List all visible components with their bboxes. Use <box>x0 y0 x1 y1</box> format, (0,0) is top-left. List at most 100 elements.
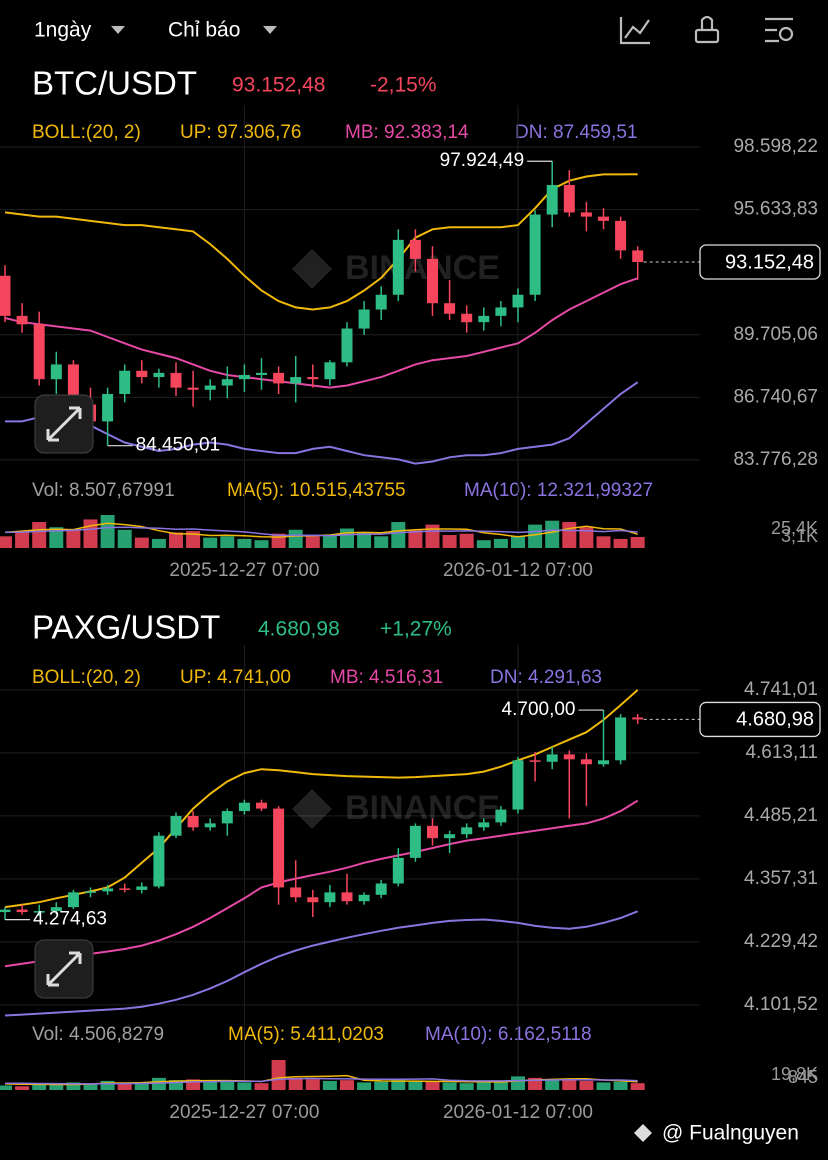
expand-button[interactable] <box>34 394 94 454</box>
volume-bar <box>254 540 269 548</box>
volume-bar <box>322 535 337 548</box>
band-line <box>4 910 639 1017</box>
candle-body <box>170 815 182 836</box>
volume-bar <box>425 1081 440 1090</box>
volume-bar <box>613 538 628 548</box>
settings-icon[interactable] <box>765 17 794 43</box>
indicator-selector[interactable]: Chỉ báo <box>168 19 240 42</box>
candle-body <box>375 883 387 895</box>
volume-bar <box>630 1083 645 1090</box>
candle-body <box>67 364 79 405</box>
y-tick-label: 4.741,01 <box>744 679 818 700</box>
candle-body <box>136 886 148 890</box>
volume-bar <box>49 1084 64 1090</box>
candle-body <box>290 887 302 898</box>
candle-body <box>563 754 575 760</box>
volume-bar <box>49 527 64 548</box>
volume-ma-legend: MA(5): 5.411,0203 <box>228 1024 384 1045</box>
candle-body <box>341 328 353 363</box>
candle-body <box>238 802 250 812</box>
watermark-logo <box>292 789 332 829</box>
volume-bar <box>134 537 149 548</box>
candle-body <box>529 760 541 762</box>
pair-title: BTC/USDT <box>32 65 197 102</box>
candle-body <box>67 892 79 908</box>
volume-ma-legend: MA(10): 6.162,5118 <box>425 1024 592 1045</box>
interval-selector[interactable]: 1ngày <box>34 19 92 42</box>
volume-bar <box>0 1085 12 1090</box>
volume-bar <box>254 1083 269 1090</box>
price-box <box>699 701 821 738</box>
x-tick-label: 2026-01-12 07:00 <box>443 1102 593 1123</box>
volume-ma-legend: MA(5): 10.515,43755 <box>227 480 406 501</box>
expand-button[interactable] <box>34 939 94 999</box>
candle-body <box>33 324 45 380</box>
price-change: -2,15% <box>370 74 437 97</box>
volume-bar <box>66 1082 81 1090</box>
draw-tool-icon[interactable] <box>694 15 720 44</box>
volume-bar <box>340 528 354 548</box>
last-price: 93.152,48 <box>232 74 325 97</box>
volume-bar <box>408 529 423 548</box>
candle-body <box>598 216 609 221</box>
extreme-label: 84.450,01 <box>136 435 221 456</box>
candle-body <box>221 811 233 824</box>
volume-bar <box>630 536 645 548</box>
candle-body <box>615 717 627 761</box>
y-tick-label: 4.613,11 <box>745 742 818 763</box>
chart-type-icon[interactable] <box>619 17 650 45</box>
candle-body <box>50 364 62 380</box>
volume-bar <box>0 536 12 548</box>
watermark-logo <box>292 249 332 289</box>
candle-body <box>563 184 575 213</box>
candle-body <box>187 387 199 390</box>
volume-bar <box>15 1086 30 1090</box>
band-legend: DN: 87.459,51 <box>515 122 638 143</box>
volume-ma-line <box>4 526 638 537</box>
extreme-label: 4.274,63 <box>33 909 107 930</box>
volume-bar <box>117 529 132 548</box>
band-legend: DN: 4.291,63 <box>490 667 602 688</box>
candle-body <box>632 250 644 262</box>
volume-bar <box>442 535 457 548</box>
candle-body <box>461 313 473 323</box>
y-tick-label: 86.740,67 <box>733 386 818 407</box>
candle-body <box>204 385 216 390</box>
band-line <box>4 689 639 909</box>
candle-body <box>495 307 507 316</box>
candle-body <box>512 760 524 810</box>
y-tick-label: 89.705,06 <box>733 324 818 345</box>
volume-bar <box>169 532 183 548</box>
volume-bar <box>134 1082 149 1090</box>
volume-bar <box>493 538 508 548</box>
candle-body <box>358 309 370 329</box>
plot-area <box>0 689 644 1017</box>
volume-legend: Vol: 4.506,8279 <box>32 1024 164 1045</box>
volume-bar <box>15 532 30 548</box>
plot-area <box>0 161 644 465</box>
volume-bar <box>596 536 611 548</box>
volume-bar <box>528 524 543 548</box>
volume-bar <box>220 1080 235 1090</box>
y-tick-label: 83.776,28 <box>733 449 818 470</box>
candle-body <box>221 379 233 386</box>
candle-body <box>238 374 250 380</box>
price-box-label: 93.152,48 <box>725 251 814 273</box>
volume-bar <box>511 536 525 548</box>
x-tick-label: 2025-12-27 07:00 <box>169 1102 319 1123</box>
candle-body <box>341 892 353 902</box>
band-legend: UP: 97.306,76 <box>180 122 301 143</box>
volume-bar <box>357 1082 372 1090</box>
band-line <box>4 277 639 389</box>
volume-bar <box>562 522 577 548</box>
candle-body <box>392 857 404 884</box>
candle-body <box>324 362 336 380</box>
candle-body <box>16 315 28 325</box>
band-legend: MB: 4.516,31 <box>330 667 443 688</box>
candle-body <box>307 897 319 903</box>
candle-body <box>273 372 285 384</box>
candle-body <box>0 275 11 316</box>
candle-body <box>546 754 558 762</box>
